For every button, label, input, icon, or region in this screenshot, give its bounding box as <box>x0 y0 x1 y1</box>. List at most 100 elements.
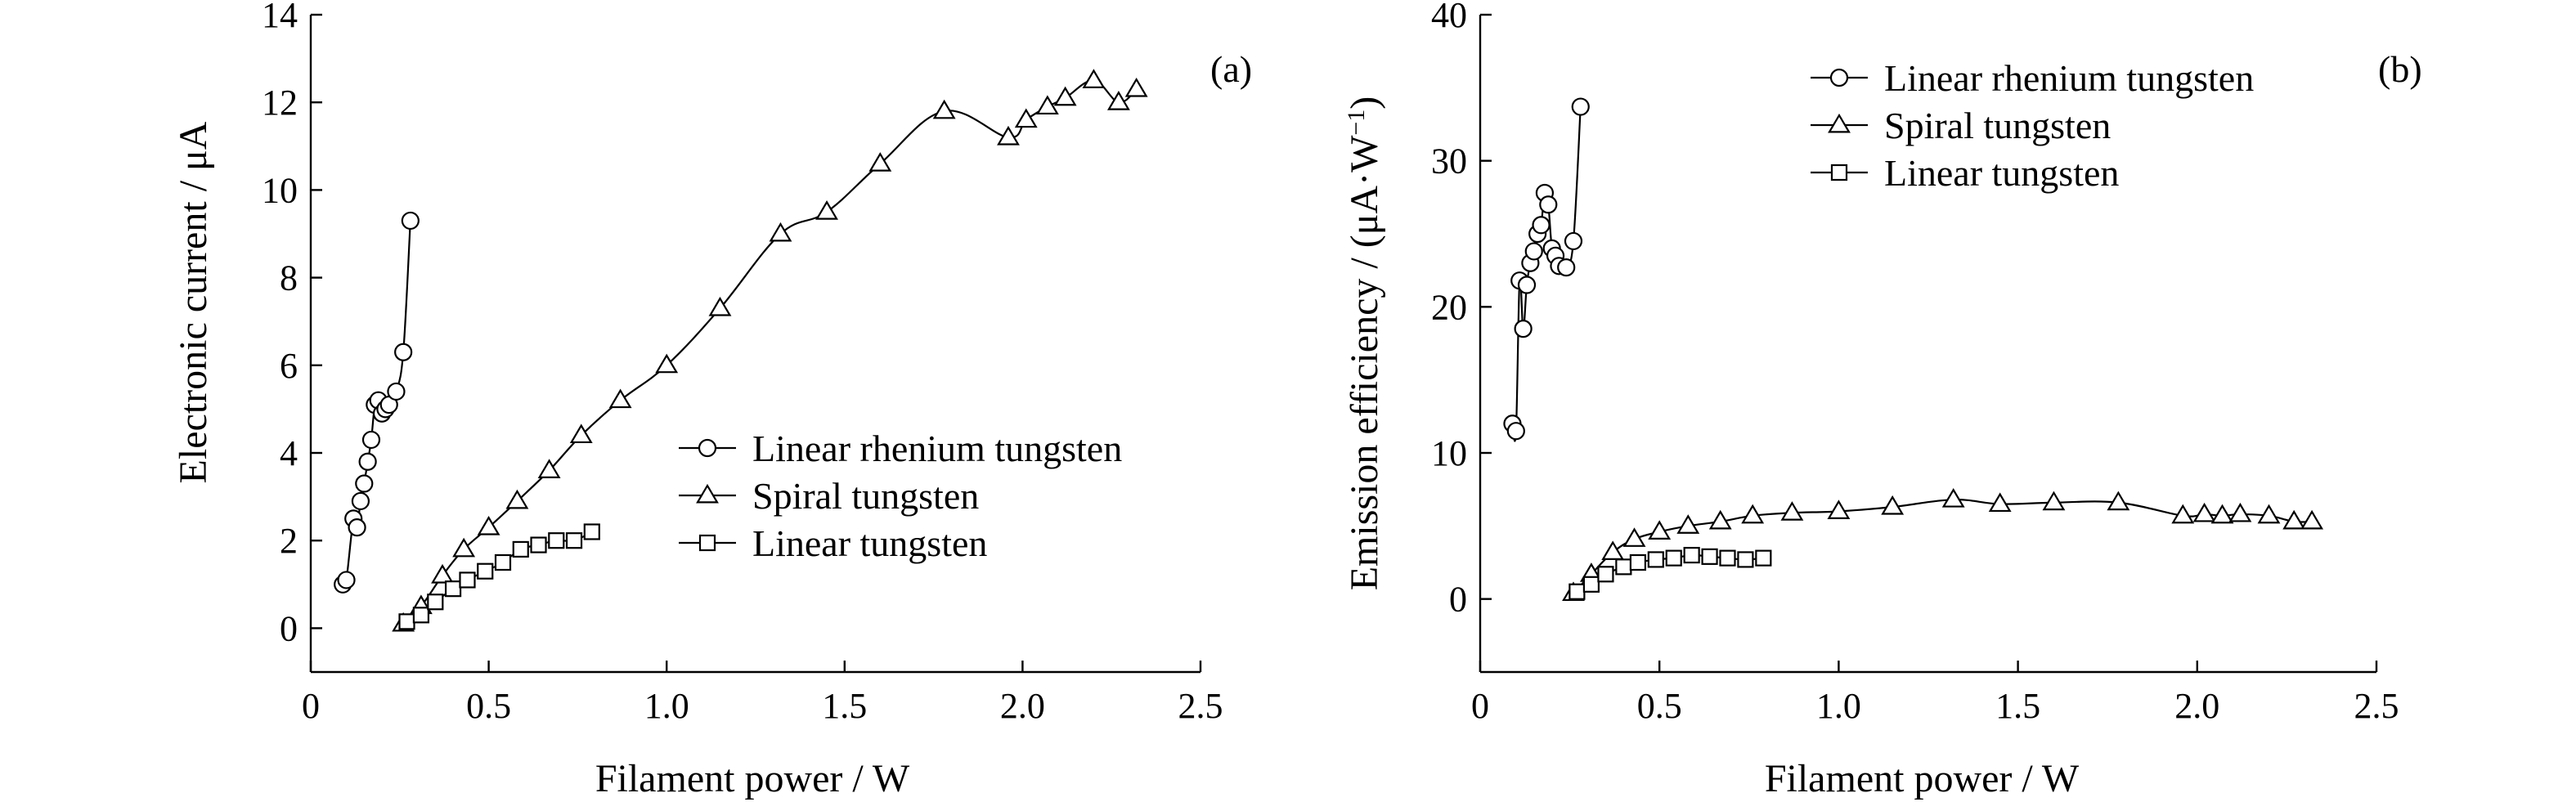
legend-label-circle-a: Linear rhenium tungsten <box>752 428 1122 469</box>
data-point-circle-a <box>355 474 374 493</box>
y-tick-label-a: 8 <box>280 258 298 298</box>
data-point-circle-a <box>401 211 420 231</box>
data-point-triangle-b <box>1741 504 1765 524</box>
data-point-triangle-a <box>569 423 593 444</box>
data-point-triangle-a <box>1053 86 1077 106</box>
series-layer-b <box>1503 97 2324 602</box>
axes-a <box>309 15 1200 674</box>
legend-label-triangle-a: Spiral tungsten <box>752 475 979 517</box>
data-point-triangle-a <box>1106 91 1130 110</box>
ticks-b: 0 0.5 1.0 1.5 2.0 2.5 0 10 20 30 40 <box>1431 0 2399 726</box>
y-axis-title-b-main: Emission efficiency / (μA·W <box>1343 135 1386 590</box>
legend-label-circle-b: Linear rhenium tungsten <box>1884 57 2254 99</box>
series-layer-a <box>334 69 1148 632</box>
data-point-square-b <box>1701 548 1718 565</box>
x-tick-label-b: 0.5 <box>1637 686 1682 726</box>
y-tick-label-a: 12 <box>262 83 298 123</box>
data-point-triangle-a <box>608 388 632 409</box>
x-tick-label-b: 0 <box>1471 686 1489 726</box>
data-point-circle-b <box>1506 422 1525 441</box>
legend-marker-square-a <box>698 534 716 552</box>
y-tick-label-b: 0 <box>1449 580 1467 620</box>
y-tick-label-a: 2 <box>280 521 298 561</box>
y-tick-label-a: 10 <box>262 170 298 210</box>
legend-marker-circle-a <box>698 438 717 458</box>
data-point-circle-a <box>358 452 377 471</box>
y-tick-label-a: 0 <box>280 608 298 648</box>
x-tick-label-b: 1.5 <box>1995 686 2040 726</box>
data-point-triangle-a <box>1124 77 1148 97</box>
data-point-circle-b <box>1517 276 1537 294</box>
data-point-circle-a <box>337 571 356 589</box>
data-point-triangle-a <box>477 515 500 535</box>
data-point-square-b <box>1683 546 1700 564</box>
x-tick-label-a: 0.5 <box>466 686 511 726</box>
data-point-triangle-b <box>1941 488 1965 508</box>
y-axis-title-b-superscript: −1 <box>1343 110 1370 136</box>
data-point-triangle-b <box>1827 500 1851 519</box>
data-point-square-b <box>1719 549 1736 567</box>
x-tick-label-a: 2.0 <box>1000 686 1045 726</box>
data-point-circle-a <box>387 382 406 401</box>
data-point-triangle-a <box>505 489 529 509</box>
data-point-triangle-a <box>997 125 1020 146</box>
data-point-triangle-a <box>769 222 792 242</box>
data-point-triangle-b <box>2257 504 2281 524</box>
panel-label-b: (b) <box>2378 48 2422 90</box>
chart-panel-b: 0 0.5 1.0 1.5 2.0 2.5 0 10 20 30 40 Linear rhenium… <box>1343 0 2422 800</box>
legend-marker-triangle-b <box>1828 113 1851 133</box>
data-point-triangle-a <box>1035 95 1059 115</box>
data-point-square-a <box>412 607 430 624</box>
ticks-a: 0 0.5 1.0 1.5 2.0 2.5 0 2 4 6 8 10 12 14 <box>262 0 1223 726</box>
data-point-square-a <box>530 536 547 553</box>
data-point-triangle-b <box>1601 540 1625 560</box>
legend-marker-triangle-a <box>696 483 719 504</box>
data-point-triangle-a <box>431 563 454 584</box>
data-point-triangle-b <box>2192 502 2216 522</box>
x-tick-label-a: 1.0 <box>644 686 689 726</box>
y-axis-title-b: Emission efficiency / (μA·W−1) <box>1343 96 1387 591</box>
y-axis-title-a: Electronic current / μA <box>172 121 215 483</box>
data-point-triangle-b <box>2228 502 2252 522</box>
data-point-triangle-b <box>1708 509 1732 530</box>
data-point-triangle-b <box>1622 527 1646 547</box>
data-point-square-b <box>1737 551 1754 568</box>
axes-b <box>1479 15 2376 674</box>
x-tick-label-b: 2.0 <box>2174 686 2219 726</box>
data-point-triangle-a <box>1014 108 1038 128</box>
legend-marker-square-b <box>1830 164 1848 181</box>
x-axis-title-a: Filament power / W <box>595 757 910 800</box>
x-tick-label-b: 2.5 <box>2354 686 2399 726</box>
data-point-circle-b <box>1514 320 1533 338</box>
legend-label-triangle-b: Spiral tungsten <box>1884 105 2111 146</box>
data-point-square-b <box>1647 551 1664 568</box>
data-point-square-a <box>494 553 512 571</box>
legend-label-square-b: Linear tungsten <box>1884 152 2119 194</box>
data-point-circle-a <box>361 430 381 450</box>
data-point-circle-b <box>1532 216 1551 235</box>
data-point-triangle-b <box>1648 520 1672 540</box>
data-point-triangle-a <box>537 459 561 478</box>
data-point-triangle-a <box>708 296 732 316</box>
x-tick-label-a: 2.5 <box>1178 686 1223 726</box>
data-point-triangle-b <box>1780 501 1804 521</box>
data-point-square-a <box>398 613 415 630</box>
data-point-square-b <box>1755 549 1772 567</box>
data-point-square-a <box>565 532 583 549</box>
panel-label-a: (a) <box>1210 48 1252 90</box>
y-tick-label-b: 30 <box>1431 141 1467 181</box>
data-point-square-b <box>1665 549 1682 567</box>
x-tick-label-a: 0 <box>302 686 320 726</box>
data-point-triangle-b <box>2042 491 2066 511</box>
series-line-triangle-b <box>1573 499 2313 594</box>
x-axis-title-b: Filament power / W <box>1765 757 2080 800</box>
data-point-square-b <box>1629 553 1646 571</box>
y-tick-label-a: 4 <box>280 433 298 473</box>
x-tick-label-b: 1.0 <box>1816 686 1861 726</box>
data-point-circle-a <box>348 518 366 537</box>
data-point-triangle-b <box>2107 491 2130 511</box>
data-point-triangle-a <box>452 537 476 558</box>
data-point-circle-b <box>1539 195 1558 214</box>
legend-marker-circle-b <box>1829 68 1849 87</box>
